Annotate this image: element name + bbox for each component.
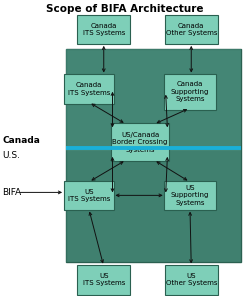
FancyBboxPatch shape: [78, 15, 130, 44]
Text: US
Supporting
Systems: US Supporting Systems: [171, 185, 209, 206]
FancyBboxPatch shape: [111, 123, 169, 161]
Text: US
Other Systems: US Other Systems: [166, 273, 217, 287]
Text: Canada
Other Systems: Canada Other Systems: [166, 23, 217, 36]
Bar: [66, 151, 241, 262]
Text: Canada
Supporting
Systems: Canada Supporting Systems: [171, 81, 209, 102]
Text: BIFA: BIFA: [2, 188, 22, 197]
Bar: [66, 49, 241, 151]
Text: U.S.: U.S.: [2, 151, 21, 160]
Bar: [66, 49, 241, 262]
Text: Scope of BIFA Architecture: Scope of BIFA Architecture: [46, 4, 204, 15]
Text: US
ITS Systems: US ITS Systems: [68, 189, 110, 202]
Text: Canada
ITS Systems: Canada ITS Systems: [68, 82, 110, 96]
FancyBboxPatch shape: [164, 181, 216, 210]
Text: US/Canada
Border Crossing
Systems: US/Canada Border Crossing Systems: [112, 132, 168, 152]
FancyBboxPatch shape: [64, 181, 114, 210]
Text: Canada: Canada: [2, 136, 40, 145]
FancyBboxPatch shape: [165, 15, 218, 44]
FancyBboxPatch shape: [64, 74, 114, 104]
FancyBboxPatch shape: [78, 265, 130, 295]
FancyBboxPatch shape: [165, 265, 218, 295]
Text: Canada
ITS Systems: Canada ITS Systems: [82, 23, 125, 36]
FancyBboxPatch shape: [164, 74, 216, 110]
Text: US
ITS Systems: US ITS Systems: [82, 273, 125, 287]
